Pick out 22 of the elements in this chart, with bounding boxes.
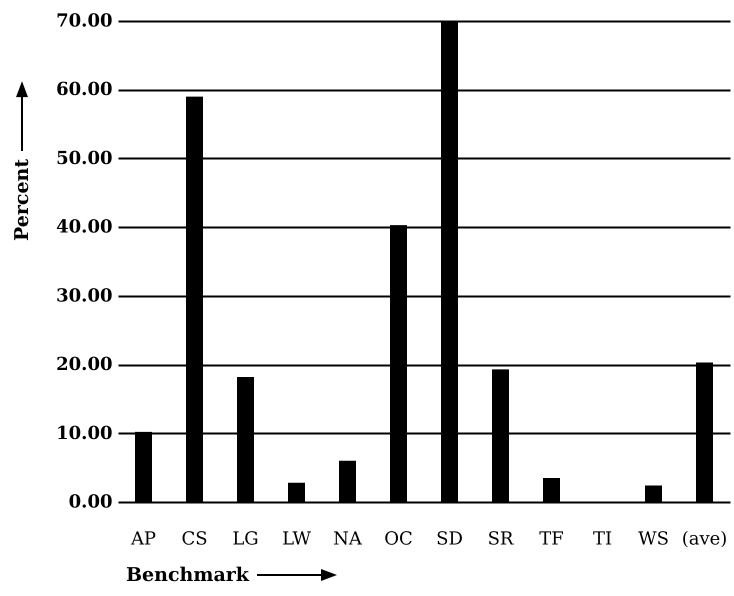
- y-tick-label: 40.00: [56, 216, 112, 238]
- x-tick-label: AP: [130, 528, 156, 550]
- y-tick-label: 20.00: [56, 354, 112, 376]
- y-tick-label: 10.00: [56, 422, 112, 444]
- x-axis-title: Benchmark: [126, 564, 249, 586]
- x-tick-label: CS: [181, 528, 208, 550]
- x-tick-label: WS: [638, 528, 669, 550]
- y-tick-label: 70.00: [56, 10, 112, 32]
- x-tick-label: TI: [592, 528, 612, 550]
- x-tick-label: NA: [333, 528, 363, 550]
- y-tick-label: 50.00: [56, 148, 112, 169]
- x-tick-label: (ave): [682, 528, 728, 550]
- x-tick-label: LW: [282, 528, 312, 550]
- y-tick-label: 30.00: [56, 285, 112, 306]
- x-tick-label: TF: [539, 528, 564, 550]
- x-tick-label: OC: [384, 528, 413, 550]
- x-tick-label: LG: [232, 528, 259, 550]
- y-axis-title: Percent: [11, 158, 33, 241]
- y-tick-label: 60.00: [56, 79, 112, 100]
- x-tick-label: SR: [488, 528, 514, 550]
- y-tick-label: 0.00: [68, 492, 112, 512]
- x-tick-label: SD: [436, 528, 463, 550]
